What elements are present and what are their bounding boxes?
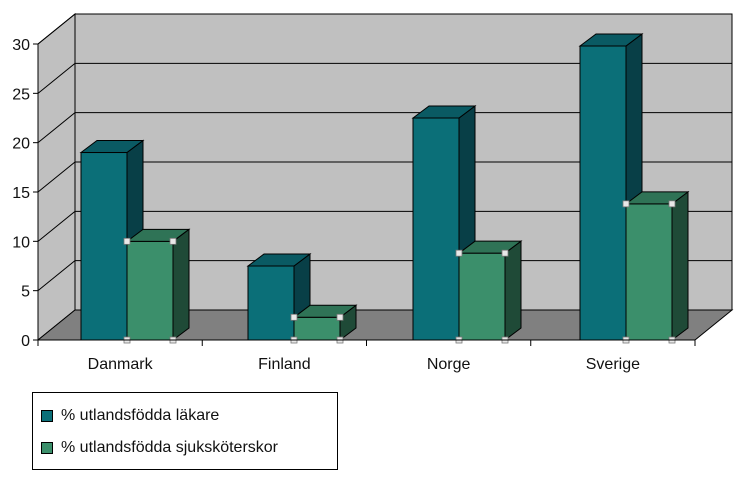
- selection-handle: [290, 313, 298, 321]
- x-tick-label: Sverige: [586, 356, 640, 373]
- y-tick-label: 20: [12, 136, 30, 153]
- bar-front: [625, 203, 673, 341]
- bar-front: [247, 265, 295, 341]
- bar: [411, 105, 477, 341]
- legend-label-series-2: % utlandsfödda sjuksköterskor: [61, 439, 278, 456]
- y-tick-label: 0: [21, 333, 30, 350]
- legend-label-series-1: % utlandsfödda läkare: [61, 407, 220, 424]
- legend-swatch-series-2: [41, 442, 53, 454]
- y-tick-label: 5: [21, 284, 30, 301]
- bar-top: [578, 33, 644, 47]
- selection-handle: [169, 237, 177, 245]
- bar-side: [671, 190, 689, 341]
- gridline: [37, 13, 732, 45]
- y-tick-label: 30: [12, 37, 30, 54]
- selection-handle: [455, 249, 463, 257]
- gridline: [37, 161, 732, 193]
- bar-front: [412, 117, 460, 341]
- bar-top: [79, 140, 145, 154]
- bar-top: [411, 105, 477, 119]
- y-tick-label: 15: [12, 185, 30, 202]
- legend-item-series-2: % utlandsfödda sjuksköterskor: [41, 437, 278, 459]
- selection-handle: [622, 200, 630, 208]
- bar-front: [80, 152, 128, 341]
- gridline: [37, 210, 732, 242]
- x-tick-label: Finland: [258, 356, 310, 373]
- bar-front: [293, 316, 341, 341]
- bar: [290, 304, 358, 344]
- bar: [455, 240, 523, 344]
- bar-front: [579, 45, 627, 341]
- bar: [622, 190, 690, 344]
- x-tick-label: Danmark: [88, 356, 154, 373]
- bar-front: [458, 252, 506, 341]
- y-tick-label: 25: [12, 86, 30, 103]
- selection-handle: [336, 313, 344, 321]
- bar: [123, 228, 191, 344]
- bar-front: [126, 240, 174, 341]
- bars: [79, 32, 690, 344]
- y-axis: 0 5 10 15 20 25 30: [12, 37, 39, 350]
- legend: % utlandsfödda läkare % utlandsfödda sju…: [32, 392, 338, 470]
- x-tick-label: Norge: [427, 356, 471, 373]
- bar-side: [172, 228, 190, 341]
- legend-item-series-1: % utlandsfödda läkare: [41, 405, 219, 427]
- selection-handle: [123, 237, 131, 245]
- bar-chart: 0 5 10 15 20 25 30 Danmark Finland Norge Sverige: [12, 12, 734, 373]
- x-axis: Danmark Finland Norge Sverige: [37, 339, 696, 373]
- y-tick-label: 10: [12, 234, 30, 251]
- selection-handle: [501, 249, 509, 257]
- gridline: [37, 112, 732, 144]
- legend-swatch-series-1: [41, 410, 53, 422]
- bar-top: [246, 253, 312, 267]
- gridline: [37, 62, 732, 94]
- selection-handle: [668, 200, 676, 208]
